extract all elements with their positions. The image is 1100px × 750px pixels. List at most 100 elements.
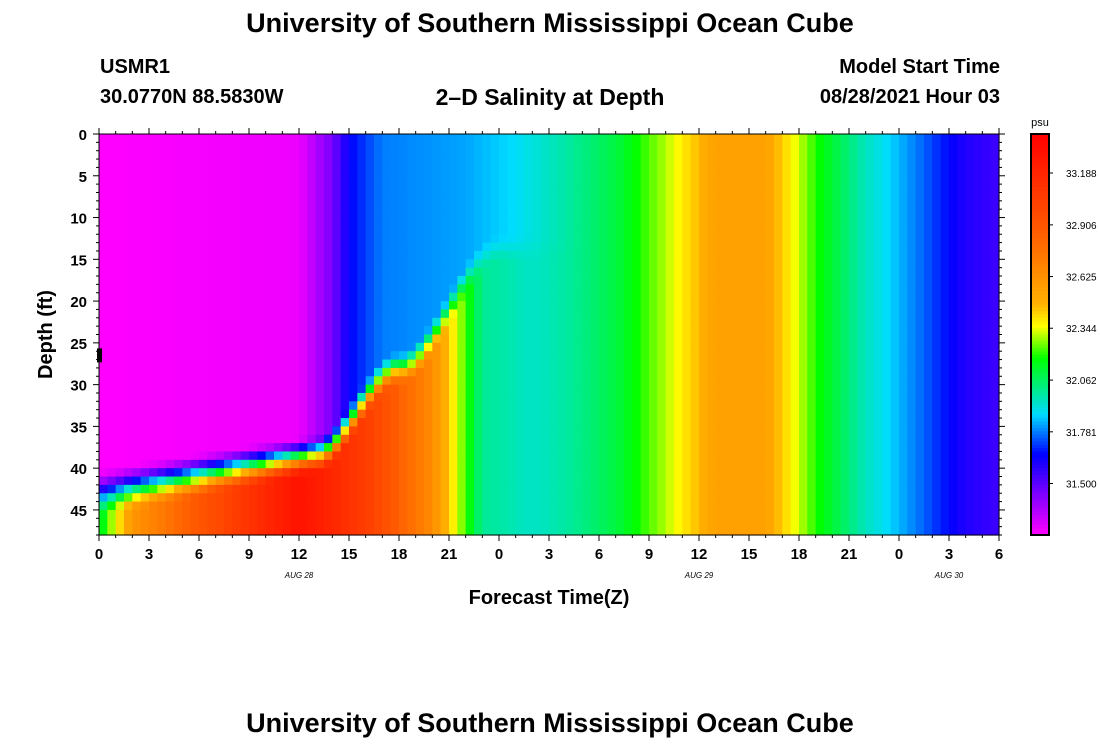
heatmap-cell	[865, 493, 875, 503]
heatmap-cell	[99, 167, 108, 177]
heatmap-cell	[282, 242, 292, 252]
heatmap-cell	[915, 476, 925, 486]
heatmap-cell	[124, 434, 133, 444]
heatmap-cell	[374, 317, 383, 327]
heatmap-cell	[740, 334, 750, 344]
heatmap-cell	[282, 443, 292, 453]
heatmap-cell	[649, 468, 658, 478]
heatmap-cell	[549, 359, 558, 369]
heatmap-cell	[132, 250, 142, 260]
heatmap-cell	[299, 309, 308, 319]
heatmap-cell	[865, 142, 875, 152]
heatmap-cell	[249, 426, 258, 436]
heatmap-cell	[557, 443, 567, 453]
heatmap-cell	[774, 501, 783, 511]
heatmap-cell	[240, 342, 250, 352]
heatmap-cell	[799, 150, 808, 160]
heatmap-cell	[290, 184, 300, 194]
heatmap-cell	[690, 167, 700, 177]
heatmap-cell	[665, 509, 675, 519]
heatmap-cell	[115, 501, 125, 511]
heatmap-cell	[774, 317, 783, 327]
heatmap-cell	[899, 443, 908, 453]
heatmap-cell	[849, 184, 858, 194]
heatmap-cell	[107, 192, 117, 202]
heatmap-cell	[740, 367, 750, 377]
heatmap-cell	[799, 443, 808, 453]
heatmap-cell	[849, 367, 858, 377]
heatmap-cell	[565, 192, 575, 202]
heatmap-cell	[607, 468, 617, 478]
heatmap-cell	[549, 192, 558, 202]
heatmap-cell	[899, 409, 908, 419]
heatmap-cell	[757, 284, 767, 294]
heatmap-cell	[815, 259, 825, 269]
heatmap-cell	[407, 518, 417, 528]
heatmap-cell	[140, 443, 150, 453]
heatmap-cell	[174, 518, 183, 528]
heatmap-cell	[374, 234, 383, 244]
heatmap-cell	[365, 259, 375, 269]
heatmap-cell	[599, 192, 608, 202]
heatmap-cell	[290, 518, 300, 528]
heatmap-cell	[790, 326, 800, 336]
heatmap-cell	[599, 134, 608, 143]
heatmap-cell	[465, 468, 475, 478]
heatmap-cell	[665, 451, 675, 461]
heatmap-cell	[407, 301, 417, 311]
heatmap-cell	[782, 267, 792, 277]
heatmap-cell	[432, 418, 442, 427]
heatmap-cell	[915, 418, 925, 427]
heatmap-cell	[515, 276, 525, 285]
heatmap-cell	[124, 384, 133, 394]
heatmap-cell	[640, 234, 650, 244]
heatmap-cell	[349, 167, 358, 177]
heatmap-cell	[940, 326, 950, 336]
heatmap-cell	[674, 167, 683, 177]
heatmap-cell	[257, 518, 267, 528]
heatmap-cell	[715, 351, 725, 361]
heatmap-cell	[724, 326, 733, 336]
heatmap-cell	[207, 150, 217, 160]
heatmap-cell	[807, 401, 817, 411]
heatmap-cell	[324, 334, 333, 344]
heatmap-cell	[599, 484, 608, 494]
heatmap-cell	[240, 284, 250, 294]
heatmap-cell	[499, 259, 508, 269]
heatmap-cell	[549, 301, 558, 311]
heatmap-cell	[624, 167, 633, 177]
heatmap-cell	[349, 418, 358, 427]
heatmap-cell	[365, 159, 375, 169]
heatmap-cell	[332, 301, 342, 311]
heatmap-cell	[732, 150, 742, 160]
heatmap-cell	[399, 518, 408, 528]
heatmap-cell	[224, 259, 233, 269]
heatmap-cell	[499, 309, 508, 319]
heatmap-cell	[632, 276, 642, 285]
heatmap-cell	[907, 175, 917, 185]
heatmap-cell	[840, 326, 850, 336]
heatmap-cell	[590, 367, 600, 377]
heatmap-cell	[207, 459, 217, 469]
heatmap-cell	[715, 142, 725, 152]
heatmap-cell	[840, 392, 850, 402]
heatmap-cell	[557, 159, 567, 169]
heatmap-cell	[707, 309, 717, 319]
heatmap-cell	[524, 501, 533, 511]
heatmap-cell	[240, 200, 250, 210]
heatmap-cell	[124, 518, 133, 528]
heatmap-cell	[690, 242, 700, 252]
heatmap-cell	[815, 376, 825, 386]
heatmap-cell	[99, 501, 108, 511]
heatmap-cell	[332, 292, 342, 302]
heatmap-cell	[132, 192, 142, 202]
heatmap-cell	[757, 276, 767, 285]
heatmap-cell	[749, 342, 758, 352]
heatmap-cell	[799, 309, 808, 319]
heatmap-cell	[257, 476, 267, 486]
heatmap-cell	[599, 434, 608, 444]
heatmap-cell	[649, 509, 658, 519]
heatmap-cell	[290, 367, 300, 377]
heatmap-cell	[149, 259, 158, 269]
heatmap-cell	[140, 434, 150, 444]
